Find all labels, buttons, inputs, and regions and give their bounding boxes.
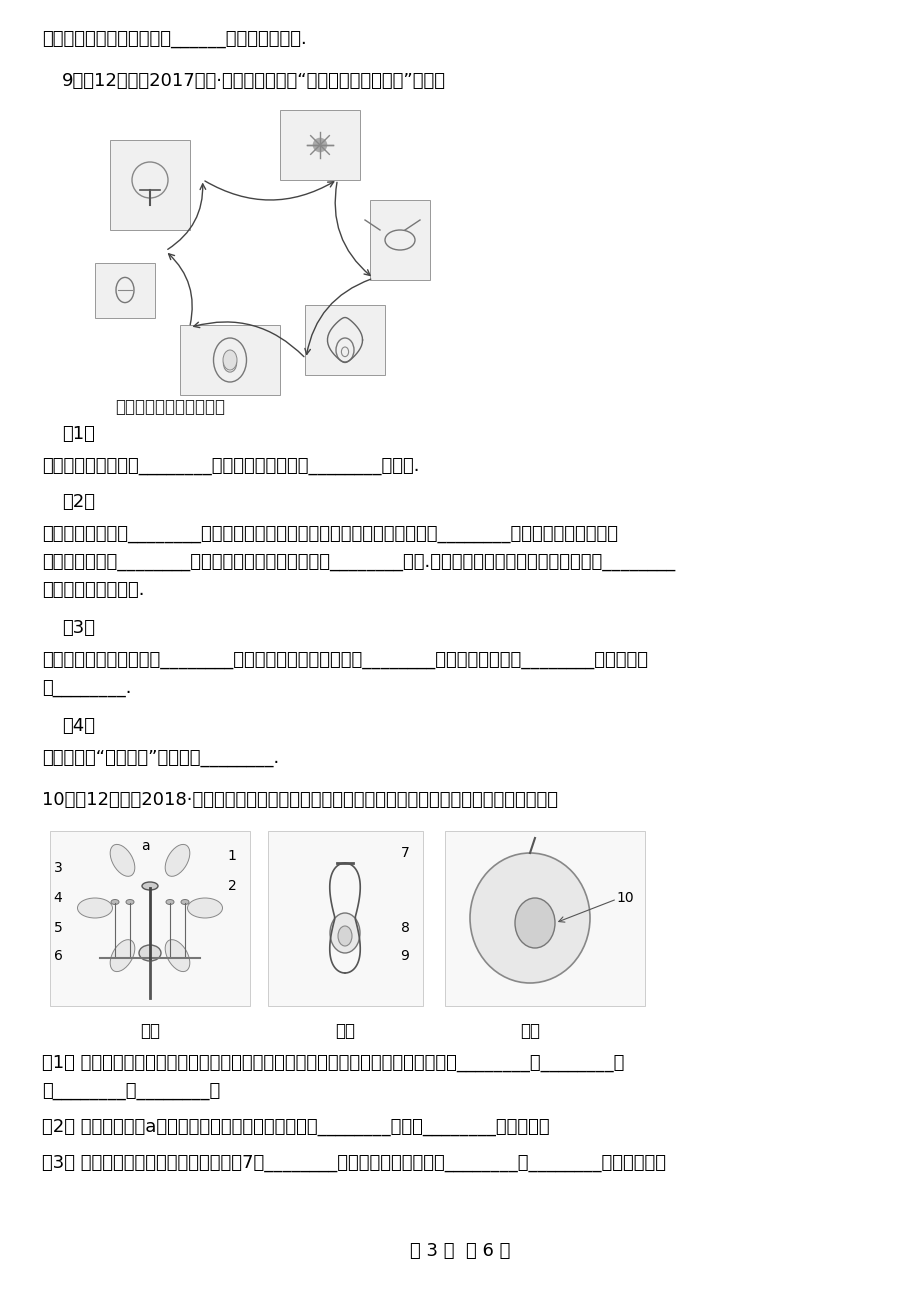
Text: （1） 构成花的主要结构是雄蕊和雌蕊，图一所示的花的结构中，属于雄蕊结构的有（________）________和: （1） 构成花的主要结构是雄蕊和雌蕊，图一所示的花的结构中，属于雄蕊结构的有（_… (42, 1055, 624, 1072)
Text: 被子植物的生活史示意图: 被子植物的生活史示意图 (115, 398, 225, 417)
Ellipse shape (126, 900, 134, 905)
Ellipse shape (139, 945, 161, 961)
Bar (267, 831, 423, 1006)
Text: （3） 图二示被子植物的受精过程，即（7）________中的精子与胚珠中的（________）________结合形成受精: （3） 图二示被子植物的受精过程，即（7）________中的精子与胚珠中的（_… (42, 1154, 665, 1172)
Text: 图三: 图三 (519, 1022, 539, 1040)
Ellipse shape (111, 900, 119, 905)
Text: 9．（12分）（2017七上·蒙阴期末）根据“被子植物的生活史图”回答：: 9．（12分）（2017七上·蒙阴期末）根据“被子植物的生活史图”回答： (62, 72, 446, 90)
Ellipse shape (181, 900, 188, 905)
Text: 图中花的主要部分是________．看图可知它是依靠________传粉的.: 图中花的主要部分是________．看图可知它是依靠________传粉的. (42, 457, 419, 475)
Bar (279, 109, 359, 180)
Text: （1）: （1） (62, 424, 95, 443)
Text: 液和生长素，促使根细胞的______，尽快长处新根.: 液和生长素，促使根细胞的______，尽快长处新根. (42, 30, 306, 48)
Ellipse shape (142, 881, 158, 891)
Text: 图一: 图一 (140, 1022, 160, 1040)
Text: 成________.: 成________. (42, 680, 131, 697)
Text: 胚珠后会释放出________，与胚珠内的卵细胞结合进行________作用.如果子房中有五个胚珠，该子房需要________: 胚珠后会释放出________，与胚珠内的卵细胞结合进行________作用.如… (42, 553, 675, 572)
Text: 10: 10 (616, 891, 633, 905)
Ellipse shape (222, 350, 237, 370)
Text: 该植物称为“被子植物”的原因是________.: 该植物称为“被子植物”的原因是________. (42, 749, 279, 767)
Text: a: a (141, 838, 149, 853)
Text: 5: 5 (53, 921, 62, 935)
Bar (180, 326, 279, 395)
Text: 7: 7 (400, 846, 409, 861)
Bar (305, 305, 384, 375)
Ellipse shape (77, 898, 112, 918)
Text: 粒花粉完成受精作用.: 粒花粉完成受精作用. (42, 581, 144, 599)
Text: 2: 2 (227, 879, 236, 893)
Bar (110, 141, 190, 230)
Ellipse shape (470, 853, 589, 983)
Ellipse shape (337, 926, 352, 947)
Text: （2） 图一中标号（a）所示的过程称为传粉，其实质是________散落到________上的过程。: （2） 图一中标号（a）所示的过程称为传粉，其实质是________散落到___… (42, 1118, 549, 1137)
Ellipse shape (515, 898, 554, 948)
Text: 4: 4 (53, 891, 62, 905)
Text: 1: 1 (227, 849, 236, 863)
Text: 花粉粒落到雌蕊的________上面以后，受到其上黏液的刺激就开始萌发，形成________，此结构逐渐伸长到达: 花粉粒落到雌蕊的________上面以后，受到其上黏液的刺激就开始萌发，形成__… (42, 525, 618, 543)
Ellipse shape (165, 845, 189, 876)
Ellipse shape (110, 845, 135, 876)
Text: （3）: （3） (62, 618, 95, 637)
Text: 3: 3 (53, 861, 62, 875)
Text: 第 3 页  共 6 页: 第 3 页 共 6 页 (409, 1242, 510, 1260)
Text: （4）: （4） (62, 717, 95, 736)
Bar (445, 831, 644, 1006)
Ellipse shape (330, 913, 359, 953)
Text: （2）: （2） (62, 493, 95, 510)
Text: 6: 6 (53, 949, 62, 963)
Circle shape (313, 138, 326, 151)
Ellipse shape (165, 900, 174, 905)
Ellipse shape (110, 940, 135, 971)
Bar (95, 263, 154, 318)
Text: 花完成受精后，一般只有________部分继续发育，将来发育成________．其中胚珠发育成________，珠被发育: 花完成受精后，一般只有________部分继续发育，将来发育成________．… (42, 651, 647, 669)
Bar (369, 201, 429, 280)
Bar (50, 831, 250, 1006)
Text: （________）________。: （________）________。 (42, 1082, 220, 1100)
Text: 10．（12分）（2018·聊城）下图是被子植物花、受精过程及果实结构示意图，据图回答下列问题。: 10．（12分）（2018·聊城）下图是被子植物花、受精过程及果实结构示意图，据… (42, 792, 558, 809)
Text: 8: 8 (400, 921, 409, 935)
Text: 图二: 图二 (335, 1022, 355, 1040)
Text: 9: 9 (400, 949, 409, 963)
Ellipse shape (165, 940, 189, 971)
Ellipse shape (187, 898, 222, 918)
